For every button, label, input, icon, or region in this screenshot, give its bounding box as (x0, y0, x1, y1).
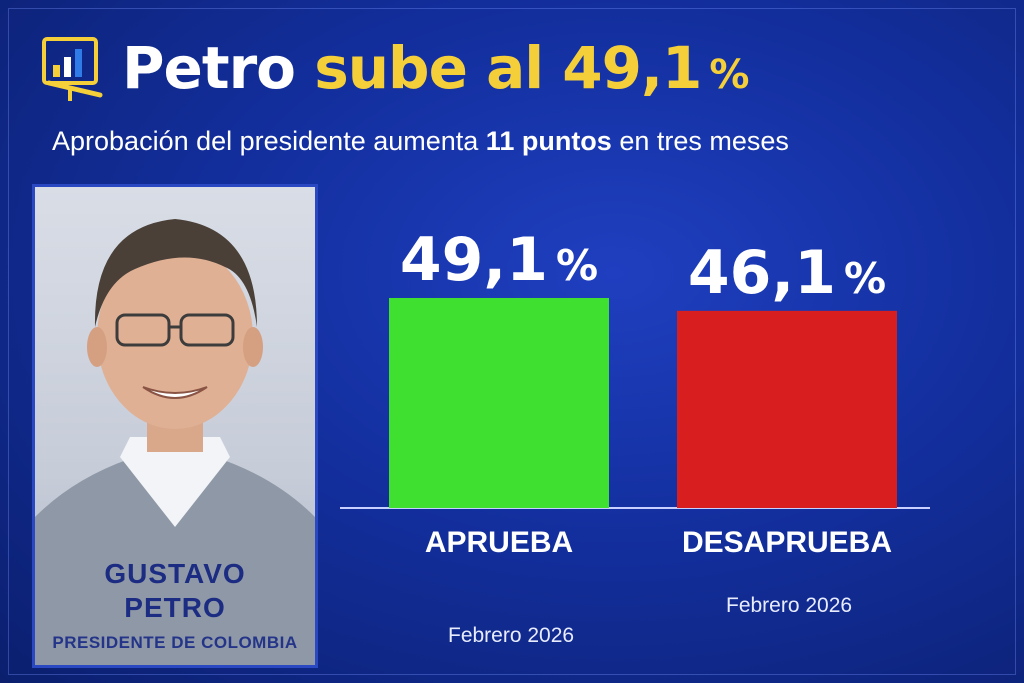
subtitle-part3: en tres meses (611, 126, 789, 156)
category-label-desaprueba: DESAPRUEBA (682, 526, 892, 559)
portrait-card: GUSTAVO PETRO PRESIDENTE DE COLOMBIA (32, 184, 318, 668)
first-name: GUSTAVO (104, 558, 246, 589)
subtitle: Aprobación del presidente aumenta 11 pun… (52, 126, 789, 157)
title-name: Petro (122, 34, 296, 102)
title-highlight: sube al 49,1 (314, 34, 702, 102)
page-title: Petro sube al 49,1% (122, 34, 750, 102)
value-label-desaprueba: 46,1% (688, 238, 886, 308)
last-name: PETRO (124, 592, 226, 623)
value-label-aprueba: 49,1% (400, 225, 598, 295)
name-block: GUSTAVO PETRO PRESIDENTE DE COLOMBIA (35, 557, 315, 653)
bar-desaprueba (677, 310, 897, 508)
role-title: PRESIDENTE DE COLOMBIA (52, 633, 298, 652)
subtitle-part1: Aprobación del presidente aumenta (52, 126, 486, 156)
subtitle-highlight: 11 puntos (485, 126, 612, 156)
date-label-disapprove: Febrero 2026 (726, 594, 853, 617)
bar-chart: 49,1 % APRUEBA 46,1 % DESAPRUEBA (340, 225, 930, 559)
title-percent: % (709, 52, 749, 98)
header: Petro sube al 49,1% (40, 28, 750, 108)
portrait-photo (35, 219, 315, 665)
category-label-aprueba: APRUEBA (425, 526, 573, 559)
date-label-approve: Febrero 2026 (448, 624, 575, 647)
bar-chart-icon (42, 37, 103, 101)
bar-aprueba (389, 298, 609, 508)
